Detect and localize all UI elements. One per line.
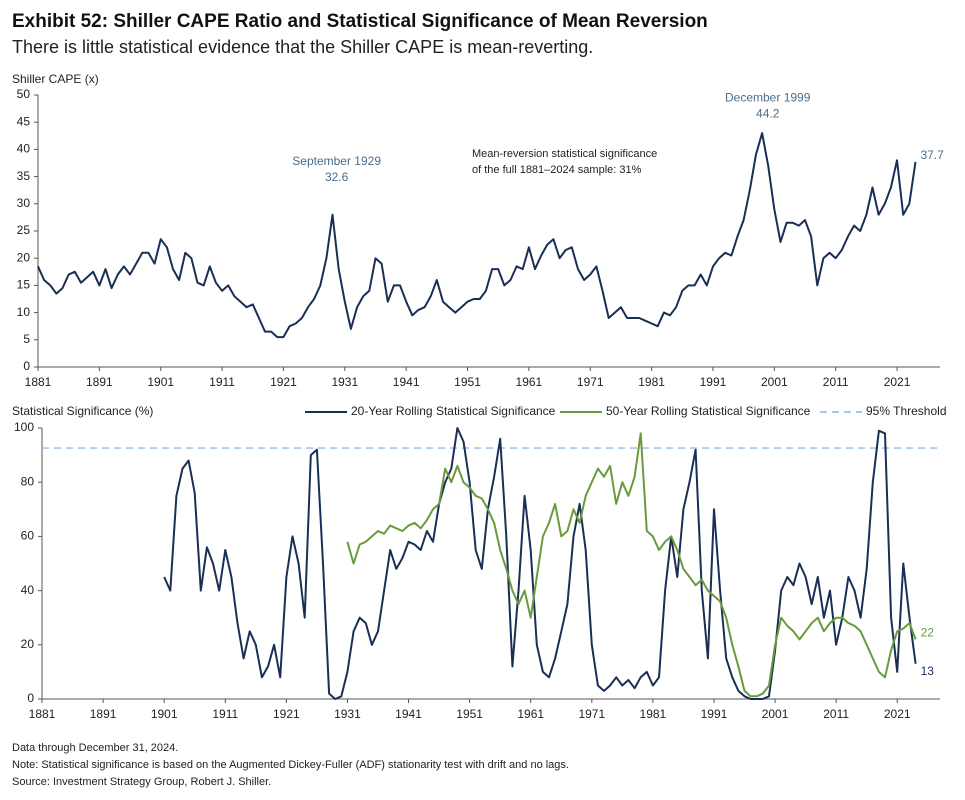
x-tick-label: 2011 <box>823 375 849 389</box>
x-tick-label: 1881 <box>25 375 52 389</box>
y-tick-label: 25 <box>17 223 31 237</box>
y-tick-label: 10 <box>17 305 31 319</box>
footnote: Data through December 31, 2024. <box>12 742 178 754</box>
annotation-label: December 1999 <box>725 91 811 105</box>
footnote: Note: Statistical significance is based … <box>12 759 569 771</box>
x-tick-label: 1881 <box>29 707 56 721</box>
note: of the full 1881–2024 sample: 31% <box>472 164 642 176</box>
x-tick-label: 1991 <box>701 707 728 721</box>
x-tick-label: 2021 <box>884 375 911 389</box>
x-tick-label: 1941 <box>393 375 420 389</box>
y-tick-label: 80 <box>21 474 35 488</box>
x-tick-label: 1981 <box>638 375 665 389</box>
x-tick-label: 2011 <box>823 707 849 721</box>
annotation-label: September 1929 <box>292 154 381 168</box>
y-tick-label: 60 <box>21 529 35 543</box>
y-axis-label: Statistical Significance (%) <box>12 404 153 418</box>
x-tick-label: 1971 <box>578 707 605 721</box>
legend-label: 95% Threshold <box>866 404 947 418</box>
legend-label: 20-Year Rolling Statistical Significance <box>351 404 556 418</box>
x-tick-label: 1951 <box>456 707 483 721</box>
legend-label: 50-Year Rolling Statistical Significance <box>606 404 811 418</box>
y-tick-label: 15 <box>17 278 31 292</box>
y-tick-label: 0 <box>27 691 34 705</box>
x-tick-label: 1901 <box>147 375 174 389</box>
y-tick-label: 100 <box>14 420 34 434</box>
x-tick-label: 1891 <box>86 375 113 389</box>
y-tick-label: 40 <box>21 583 35 597</box>
end-label: 37.7 <box>920 148 944 162</box>
x-tick-label: 1921 <box>273 707 300 721</box>
y-axis-label: Shiller CAPE (x) <box>12 72 99 86</box>
y-tick-label: 50 <box>17 87 31 101</box>
footnote: Source: Investment Strategy Group, Rober… <box>12 776 271 788</box>
x-tick-label: 1961 <box>516 375 543 389</box>
x-tick-label: 1931 <box>334 707 361 721</box>
x-tick-label: 1911 <box>209 375 235 389</box>
x-tick-label: 1951 <box>454 375 481 389</box>
y-tick-label: 20 <box>17 250 31 264</box>
x-tick-label: 2021 <box>884 707 911 721</box>
series-line <box>163 427 917 700</box>
y-tick-label: 45 <box>17 114 31 128</box>
x-tick-label: 1991 <box>700 375 727 389</box>
y-tick-label: 35 <box>17 169 31 183</box>
x-tick-label: 1891 <box>90 707 117 721</box>
subtitle: There is little statistical evidence tha… <box>12 37 593 57</box>
x-tick-label: 1931 <box>331 375 358 389</box>
end-label: 22 <box>921 626 935 640</box>
x-tick-label: 1911 <box>212 707 238 721</box>
series-line <box>37 132 917 339</box>
x-tick-label: 1961 <box>517 707 544 721</box>
note: Mean-reversion statistical significance <box>472 148 657 160</box>
y-tick-label: 30 <box>17 196 31 210</box>
x-tick-label: 1941 <box>395 707 422 721</box>
annotation-value: 32.6 <box>325 170 349 184</box>
y-tick-label: 40 <box>17 142 31 156</box>
x-tick-label: 2001 <box>762 707 789 721</box>
x-tick-label: 1921 <box>270 375 297 389</box>
y-tick-label: 5 <box>23 332 30 346</box>
y-tick-label: 20 <box>21 637 35 651</box>
x-tick-label: 1981 <box>640 707 667 721</box>
annotation-value: 44.2 <box>756 107 780 121</box>
end-label: 13 <box>921 664 935 678</box>
x-tick-label: 1901 <box>151 707 178 721</box>
series-line <box>346 432 917 698</box>
title: Exhibit 52: Shiller CAPE Ratio and Stati… <box>12 11 708 32</box>
x-tick-label: 2001 <box>761 375 788 389</box>
y-tick-label: 0 <box>23 359 30 373</box>
x-tick-label: 1971 <box>577 375 604 389</box>
